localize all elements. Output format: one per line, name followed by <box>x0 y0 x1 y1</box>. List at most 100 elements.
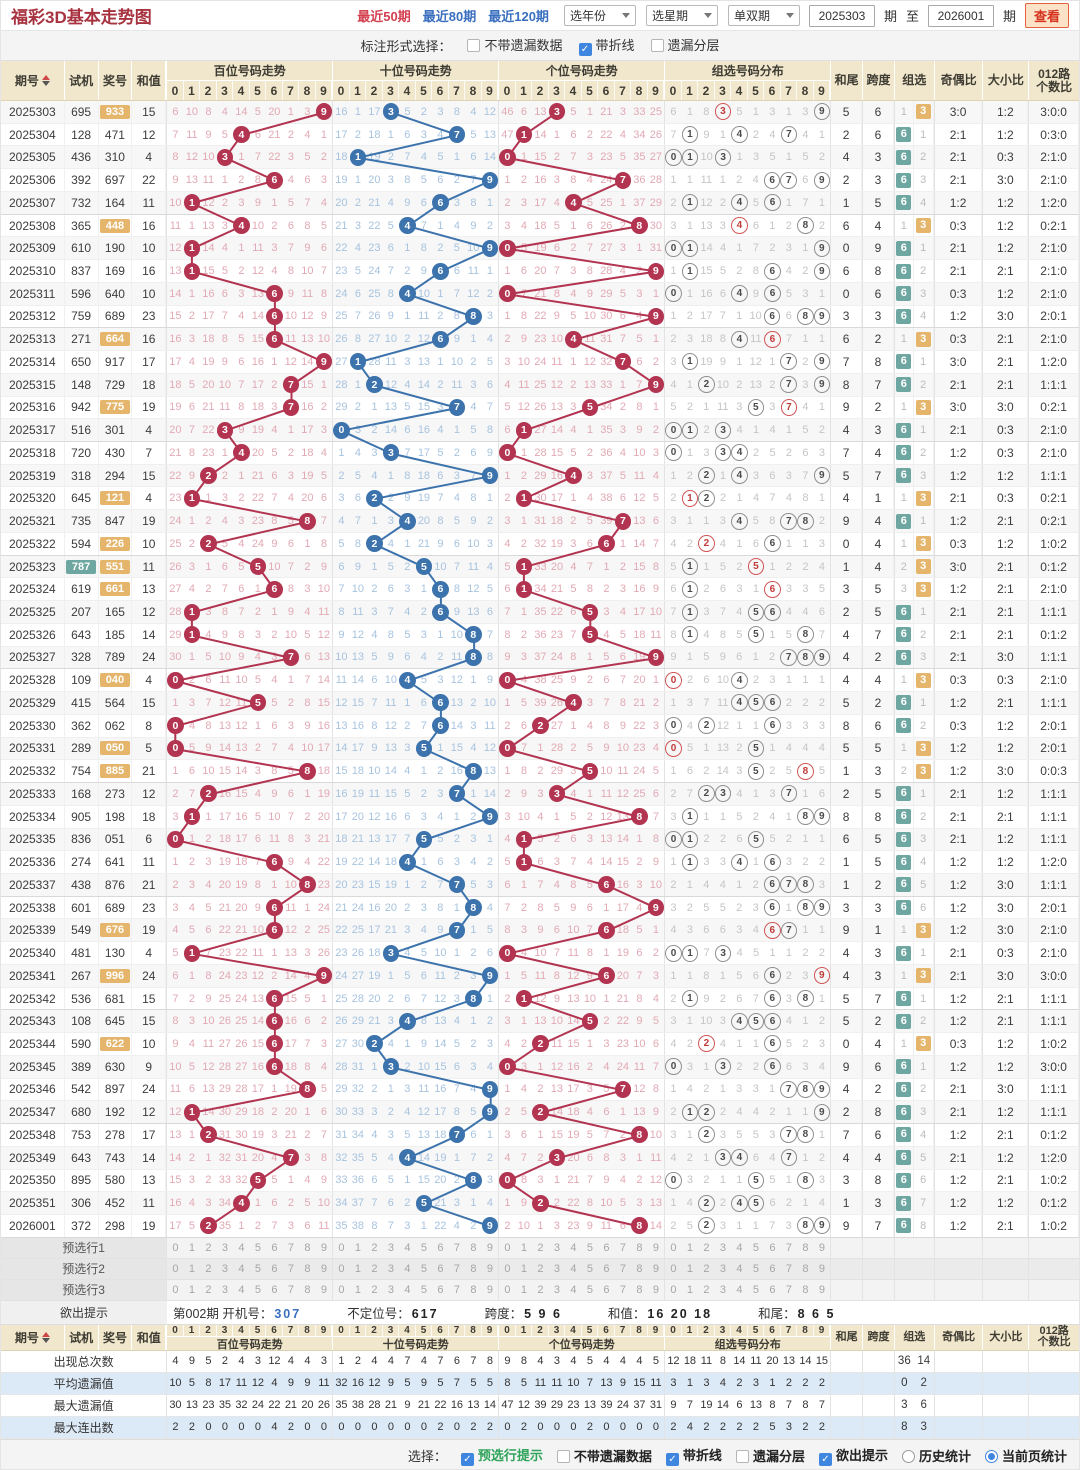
preselect-digit[interactable]: 8 <box>802 1241 809 1254</box>
preselect-digit[interactable]: 4 <box>736 1241 743 1254</box>
preselect-digit[interactable]: 5 <box>752 1262 759 1275</box>
preselect-digit[interactable]: 0 <box>338 1262 345 1275</box>
preselect-digit[interactable]: 9 <box>320 1283 327 1296</box>
preselect-digit[interactable]: 1 <box>520 1241 527 1254</box>
preselect-digit[interactable]: 0 <box>504 1262 511 1275</box>
preselect-digit[interactable]: 7 <box>287 1283 294 1296</box>
preselect-digit[interactable]: 3 <box>221 1283 228 1296</box>
preselect-digit[interactable]: 0 <box>338 1283 345 1296</box>
preselect-digit[interactable]: 6 <box>437 1283 444 1296</box>
preselect-digit[interactable]: 9 <box>652 1262 659 1275</box>
preselect-digit[interactable]: 4 <box>238 1262 245 1275</box>
preselect-digit[interactable]: 5 <box>254 1241 261 1254</box>
preselect-digit[interactable]: 5 <box>752 1241 759 1254</box>
preselect-digit[interactable]: 1 <box>520 1283 527 1296</box>
preselect-digit[interactable]: 4 <box>238 1283 245 1296</box>
preselect-digit[interactable]: 4 <box>238 1241 245 1254</box>
preselect-digit[interactable]: 5 <box>586 1262 593 1275</box>
preselect-digit[interactable]: 9 <box>818 1283 825 1296</box>
preselect-digit[interactable]: 4 <box>404 1241 411 1254</box>
preselect-digit[interactable]: 7 <box>287 1241 294 1254</box>
preselect-digit[interactable]: 7 <box>785 1262 792 1275</box>
preselect-digit[interactable]: 6 <box>437 1241 444 1254</box>
preselect-digit[interactable]: 8 <box>802 1262 809 1275</box>
annotation-option-2[interactable]: 遗漏分层 <box>650 35 720 56</box>
footer-option-3[interactable]: 遗漏分层 <box>735 1446 805 1465</box>
preselect-digit[interactable]: 0 <box>670 1241 677 1254</box>
range-tab-1[interactable]: 最近80期 <box>422 9 477 24</box>
preselect-digit[interactable]: 8 <box>636 1283 643 1296</box>
preselect-digit[interactable]: 6 <box>769 1283 776 1296</box>
preselect-digit[interactable]: 2 <box>371 1283 378 1296</box>
preselect-digit[interactable]: 9 <box>486 1283 493 1296</box>
preselect-digit[interactable]: 2 <box>703 1283 710 1296</box>
annotation-option-0[interactable]: 不带遗漏数据 <box>467 35 563 56</box>
preselect-digit[interactable]: 7 <box>619 1283 626 1296</box>
range-tab-2[interactable]: 最近120期 <box>488 9 549 24</box>
preselect-digit[interactable]: 4 <box>736 1283 743 1296</box>
preselect-digit[interactable]: 1 <box>520 1262 527 1275</box>
footer-option-0[interactable]: ✓ 预选行提示 <box>460 1445 543 1466</box>
preselect-digit[interactable]: 2 <box>205 1283 212 1296</box>
preselect-digit[interactable]: 8 <box>470 1283 477 1296</box>
preselect-digit[interactable]: 1 <box>354 1241 361 1254</box>
preselect-digit[interactable]: 1 <box>188 1262 195 1275</box>
range-tab-0[interactable]: 最近50期 <box>357 9 411 24</box>
preselect-digit[interactable]: 0 <box>338 1241 345 1254</box>
preselect-digit[interactable]: 7 <box>619 1241 626 1254</box>
preselect-digit[interactable]: 6 <box>271 1241 278 1254</box>
preselect-digit[interactable]: 7 <box>785 1283 792 1296</box>
preselect-digit[interactable]: 3 <box>221 1241 228 1254</box>
preselect-digit[interactable]: 8 <box>304 1241 311 1254</box>
preselect-digit[interactable]: 1 <box>686 1241 693 1254</box>
preselect-digit[interactable]: 2 <box>205 1262 212 1275</box>
preselect-digit[interactable]: 3 <box>719 1283 726 1296</box>
preselect-digit[interactable]: 3 <box>387 1241 394 1254</box>
preselect-digit[interactable]: 6 <box>271 1283 278 1296</box>
preselect-digit[interactable]: 8 <box>636 1262 643 1275</box>
select-1[interactable]: 选星期 <box>645 5 718 26</box>
preselect-digit[interactable]: 7 <box>453 1262 460 1275</box>
preselect-digit[interactable]: 3 <box>387 1283 394 1296</box>
preselect-digit[interactable]: 4 <box>736 1262 743 1275</box>
preselect-digit[interactable]: 3 <box>553 1241 560 1254</box>
preselect-digit[interactable]: 8 <box>470 1241 477 1254</box>
preselect-digit[interactable]: 4 <box>404 1283 411 1296</box>
preselect-digit[interactable]: 9 <box>486 1241 493 1254</box>
preselect-digit[interactable]: 0 <box>670 1283 677 1296</box>
preselect-digit[interactable]: 0 <box>172 1283 179 1296</box>
preselect-digit[interactable]: 7 <box>619 1262 626 1275</box>
footer-option-2[interactable]: ✓ 带折线 <box>665 1445 722 1466</box>
preselect-digit[interactable]: 0 <box>172 1241 179 1254</box>
preselect-digit[interactable]: 3 <box>553 1262 560 1275</box>
col-header-period[interactable]: 期号 <box>1 61 65 100</box>
preselect-digit[interactable]: 9 <box>320 1241 327 1254</box>
preselect-digit[interactable]: 3 <box>221 1262 228 1275</box>
preselect-digit[interactable]: 3 <box>719 1241 726 1254</box>
preselect-digit[interactable]: 5 <box>420 1283 427 1296</box>
footer-option-4[interactable]: ✓ 欲出提示 <box>818 1445 888 1466</box>
preselect-digit[interactable]: 7 <box>453 1241 460 1254</box>
preselect-digit[interactable]: 6 <box>769 1241 776 1254</box>
preselect-digit[interactable]: 0 <box>504 1283 511 1296</box>
preselect-digit[interactable]: 9 <box>818 1262 825 1275</box>
preselect-digit[interactable]: 5 <box>420 1241 427 1254</box>
preselect-digit[interactable]: 9 <box>486 1262 493 1275</box>
preselect-digit[interactable]: 7 <box>785 1241 792 1254</box>
preselect-digit[interactable]: 9 <box>320 1262 327 1275</box>
preselect-digit[interactable]: 5 <box>254 1262 261 1275</box>
preselect-digit[interactable]: 9 <box>818 1241 825 1254</box>
preselect-digit[interactable]: 4 <box>570 1262 577 1275</box>
preselect-digit[interactable]: 6 <box>271 1262 278 1275</box>
col-header-period[interactable]: 期号 <box>1 1324 65 1350</box>
preselect-digit[interactable]: 4 <box>404 1262 411 1275</box>
preselect-digit[interactable]: 2 <box>371 1262 378 1275</box>
preselect-digit[interactable]: 8 <box>636 1241 643 1254</box>
preselect-digit[interactable]: 2 <box>205 1241 212 1254</box>
period-to-input[interactable] <box>927 4 994 27</box>
period-from-input[interactable] <box>808 4 875 27</box>
preselect-digit[interactable]: 5 <box>254 1283 261 1296</box>
preselect-digit[interactable]: 4 <box>570 1283 577 1296</box>
preselect-digit[interactable]: 8 <box>304 1283 311 1296</box>
preselect-digit[interactable]: 2 <box>537 1241 544 1254</box>
